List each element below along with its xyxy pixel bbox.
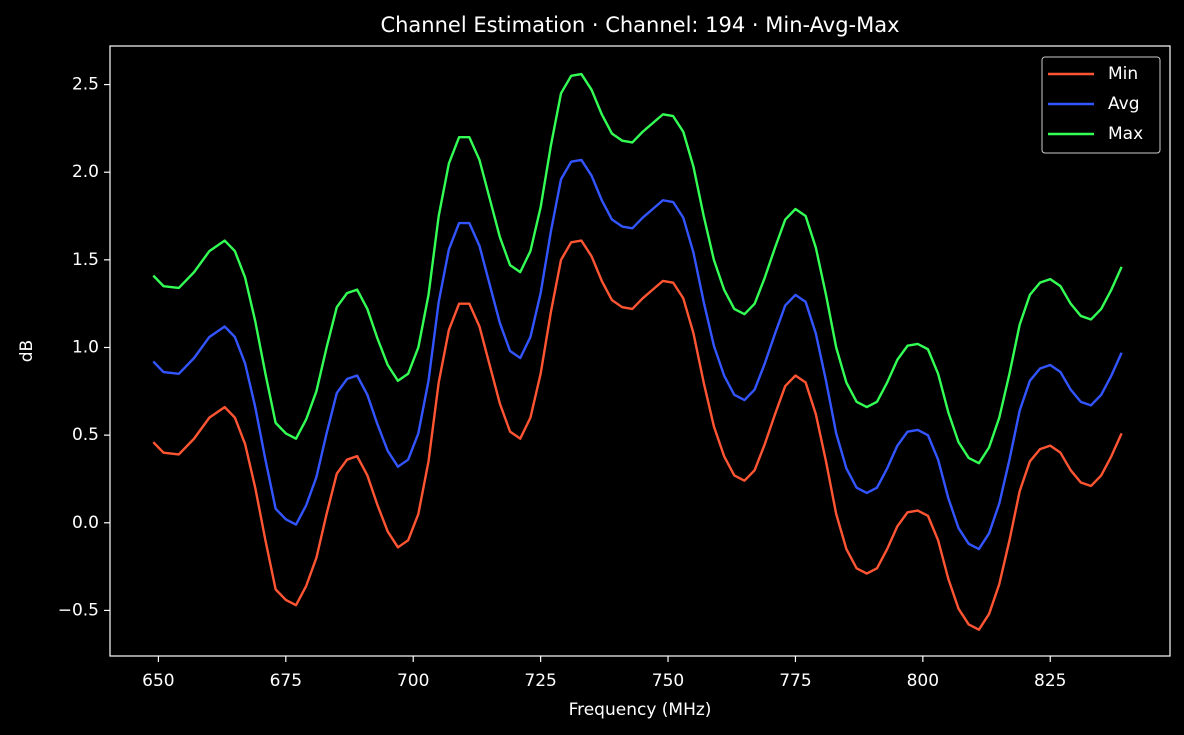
series-line: [152, 239, 1123, 631]
legend-box: [1041, 56, 1161, 154]
y-tick-label: −0.5: [58, 600, 99, 620]
y-tick-label: 0.0: [72, 513, 99, 533]
y-tick-label: 1.0: [72, 337, 99, 357]
x-tick-label: 775: [779, 671, 811, 691]
y-tick-label: 2.5: [72, 75, 99, 95]
y-tick-label: 1.5: [72, 250, 99, 270]
y-tick-label: 0.5: [72, 425, 99, 445]
y-axis-label: dB: [17, 340, 37, 362]
x-axis-label: Frequency (MHz): [569, 700, 712, 720]
series-line: [152, 158, 1123, 551]
plot-frame: [109, 45, 1171, 657]
x-tick-label: 750: [652, 671, 684, 691]
x-tick-label: 650: [142, 671, 174, 691]
x-tick-label: 825: [1034, 671, 1066, 691]
series-line: [152, 72, 1123, 465]
x-tick-label: 725: [524, 671, 556, 691]
x-tick-label: 700: [397, 671, 429, 691]
legend-label: Min: [1108, 64, 1138, 84]
chart-title: Channel Estimation · Channel: 194 · Min-…: [380, 13, 899, 37]
legend-label: Avg: [1108, 94, 1140, 114]
legend-label: Max: [1108, 124, 1143, 144]
x-tick-label: 800: [907, 671, 939, 691]
x-tick-label: 675: [270, 671, 302, 691]
y-tick-label: 2.0: [72, 162, 99, 182]
